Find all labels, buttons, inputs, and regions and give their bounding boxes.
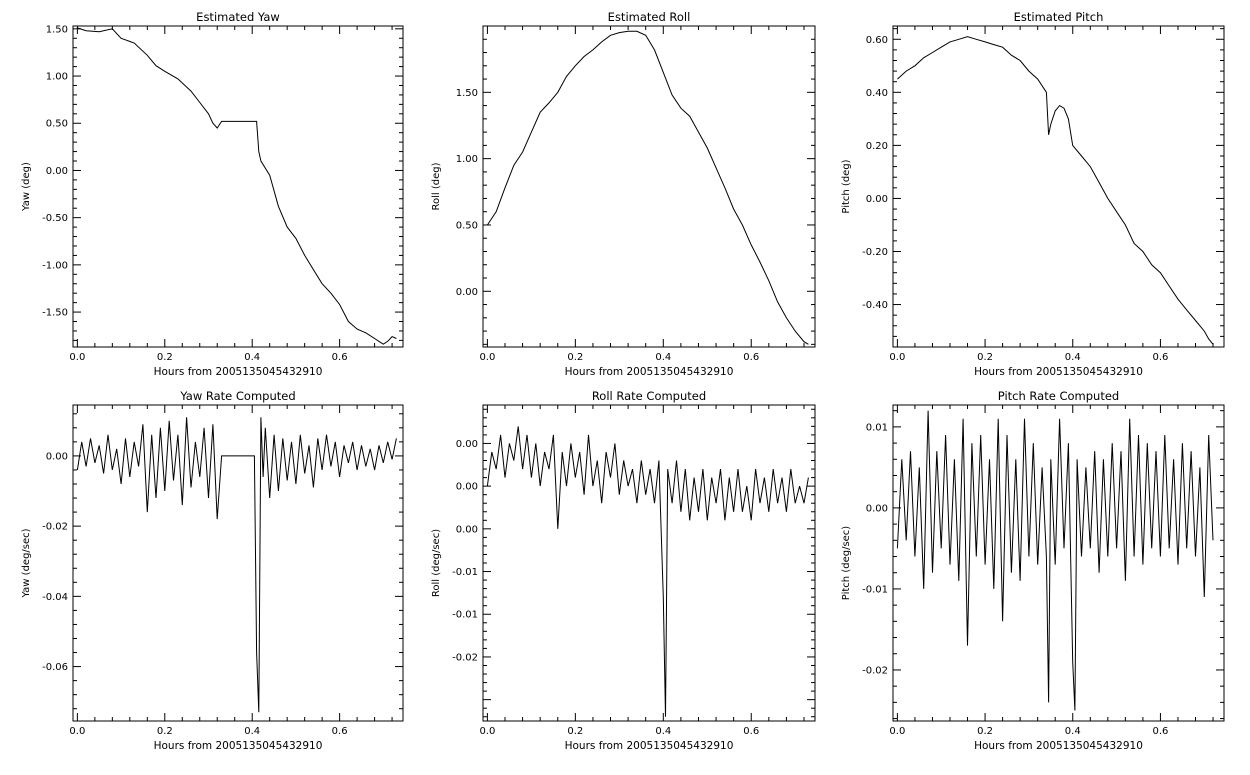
pitch-rate-computed-x-axis-label: Hours from 2005135045432910 <box>974 740 1143 752</box>
yaw-rate-computed-y-tick-label: -0.06 <box>42 662 68 673</box>
estimated-yaw-plot-frame <box>72 25 404 348</box>
pitch-rate-computed-y-axis-label: Pitch (deg/sec) <box>841 526 852 601</box>
estimated-yaw-x-axis-label: Hours from 2005135045432910 <box>154 366 323 378</box>
yaw-rate-computed-y-axis-label: Yaw (deg/sec) <box>21 528 32 598</box>
pitch-rate-computed-x-tick-label: 0.2 <box>977 726 993 737</box>
roll-rate-computed-y-tick-label: -0.02 <box>452 652 478 663</box>
estimated-yaw-y-tick-label: 1.00 <box>46 72 68 83</box>
pitch-rate-computed-y-tick-label: 0.01 <box>866 422 888 433</box>
roll-rate-computed-series-line <box>486 426 809 717</box>
roll-rate-computed-y-tick-label: 0.00 <box>456 482 478 493</box>
estimated-yaw-y-tick-label: -0.50 <box>42 213 68 224</box>
yaw-rate-computed-x-tick-label: 0.6 <box>332 726 348 737</box>
yaw-rate-computed-x-axis-label: Hours from 2005135045432910 <box>154 740 323 752</box>
roll-rate-computed-y-tick-label: -0.01 <box>452 610 478 621</box>
roll-rate-computed-y-tick-label: 0.00 <box>456 524 478 535</box>
estimated-pitch-x-tick-label: 0.4 <box>1065 352 1081 363</box>
roll-rate-computed-x-tick-label: 0.2 <box>567 726 583 737</box>
roll-rate-computed-title: Roll Rate Computed <box>592 389 706 403</box>
estimated-yaw-x-tick-label: 0.4 <box>244 352 260 363</box>
estimated-yaw-x-tick-label: 0.0 <box>69 352 85 363</box>
pitch-rate-computed-y-tick-label: -0.02 <box>862 665 888 676</box>
yaw-rate-computed-plot-frame <box>72 404 404 722</box>
roll-rate-computed-x-tick-label: 0.4 <box>655 726 671 737</box>
estimated-roll-y-axis-label: Roll (deg) <box>431 162 442 210</box>
estimated-pitch-y-tick-label: 0.20 <box>866 141 888 152</box>
roll-rate-computed-y-tick-label: -0.01 <box>452 567 478 578</box>
estimated-yaw-x-tick-label: 0.2 <box>157 352 173 363</box>
yaw-rate-computed-x-tick-label: 0.0 <box>69 726 85 737</box>
roll-rate-computed-x-axis-label: Hours from 2005135045432910 <box>565 740 734 752</box>
roll-rate-computed-x-tick-label: 0.0 <box>479 726 495 737</box>
estimated-yaw-y-tick-label: 1.50 <box>46 24 68 35</box>
roll-rate-computed-y-axis-label: Roll (deg/sec) <box>431 529 442 597</box>
estimated-yaw-series-line <box>77 27 397 345</box>
estimated-roll-x-axis-label: Hours from 2005135045432910 <box>565 366 734 378</box>
pitch-rate-computed-title: Pitch Rate Computed <box>998 389 1119 403</box>
panel-roll-rate-computed: Roll Rate Computed Hours from 20051350454… <box>431 389 816 752</box>
estimated-roll-x-tick-label: 0.4 <box>655 352 671 363</box>
estimated-yaw-y-tick-label: -1.00 <box>42 260 68 271</box>
yaw-rate-computed-x-tick-label: 0.4 <box>244 726 260 737</box>
yaw-rate-computed-y-tick-label: 0.00 <box>46 451 68 462</box>
estimated-pitch-title: Estimated Pitch <box>1014 10 1104 24</box>
estimated-pitch-y-tick-label: 0.40 <box>866 88 888 99</box>
pitch-rate-computed-y-tick-label: 0.00 <box>866 503 888 514</box>
yaw-rate-computed-series-line <box>76 417 397 713</box>
estimated-roll-y-tick-label: 0.50 <box>456 220 478 231</box>
roll-rate-computed-x-tick-label: 0.6 <box>743 726 759 737</box>
estimated-pitch-y-tick-label: -0.20 <box>862 247 888 258</box>
estimated-roll-y-tick-label: 1.00 <box>456 154 478 165</box>
panel-yaw-rate-computed: Yaw Rate Computed Hours from 200513504543… <box>21 389 404 752</box>
roll-rate-computed-y-tick-label: 0.00 <box>456 439 478 450</box>
estimated-roll-x-tick-label: 0.0 <box>479 352 495 363</box>
estimated-roll-plot-frame <box>482 25 816 348</box>
pitch-rate-computed-y-tick-label: -0.01 <box>862 584 888 595</box>
estimated-yaw-title: Estimated Yaw <box>196 10 280 24</box>
estimated-pitch-y-axis-label: Pitch (deg) <box>841 159 852 213</box>
estimated-yaw-y-tick-label: 0.50 <box>46 119 68 130</box>
estimated-pitch-y-tick-label: -0.40 <box>862 300 888 311</box>
estimated-yaw-y-tick-label: -1.50 <box>42 308 68 319</box>
estimated-pitch-x-axis-label: Hours from 2005135045432910 <box>974 366 1143 378</box>
estimated-pitch-x-tick-label: 0.2 <box>977 352 993 363</box>
pitch-rate-computed-x-tick-label: 0.0 <box>889 726 905 737</box>
estimated-roll-x-tick-label: 0.6 <box>743 352 759 363</box>
estimated-yaw-x-tick-label: 0.6 <box>332 352 348 363</box>
estimated-roll-title: Estimated Roll <box>608 10 691 24</box>
pitch-rate-computed-x-tick-label: 0.6 <box>1152 726 1168 737</box>
estimated-yaw-y-axis-label: Yaw (deg) <box>21 162 32 212</box>
pitch-rate-computed-x-tick-label: 0.4 <box>1065 726 1081 737</box>
estimated-roll-y-tick-label: 1.50 <box>456 88 478 99</box>
estimated-pitch-plot-frame <box>892 25 1225 348</box>
estimated-pitch-y-tick-label: 0.00 <box>866 194 888 205</box>
estimated-roll-x-tick-label: 0.2 <box>567 352 583 363</box>
pitch-rate-computed-series-line <box>896 410 1214 711</box>
estimated-roll-series-line <box>486 30 809 345</box>
yaw-rate-computed-y-tick-label: -0.02 <box>42 522 68 533</box>
estimated-roll-y-tick-label: 0.00 <box>456 287 478 298</box>
panel-estimated-pitch: Estimated Pitch Hours from 20051350454329… <box>841 10 1225 378</box>
roll-rate-computed-plot-frame <box>482 404 816 722</box>
estimated-yaw-y-tick-label: 0.00 <box>46 166 68 177</box>
estimated-pitch-y-tick-label: 0.60 <box>866 35 888 46</box>
estimated-pitch-x-tick-label: 0.0 <box>889 352 905 363</box>
panel-estimated-roll: Estimated Roll Hours from 200513504543291… <box>431 10 816 378</box>
estimated-pitch-series-line <box>897 36 1214 345</box>
panel-estimated-yaw: Estimated Yaw Hours from 2005135045432910… <box>21 10 404 378</box>
panel-pitch-rate-computed: Pitch Rate Computed Hours from 2005135045… <box>841 389 1225 752</box>
estimated-pitch-x-tick-label: 0.6 <box>1152 352 1168 363</box>
yaw-rate-computed-x-tick-label: 0.2 <box>157 726 173 737</box>
pitch-rate-computed-plot-frame <box>892 404 1225 722</box>
yaw-rate-computed-y-tick-label: -0.04 <box>42 592 68 603</box>
yaw-rate-computed-title: Yaw Rate Computed <box>179 389 295 403</box>
